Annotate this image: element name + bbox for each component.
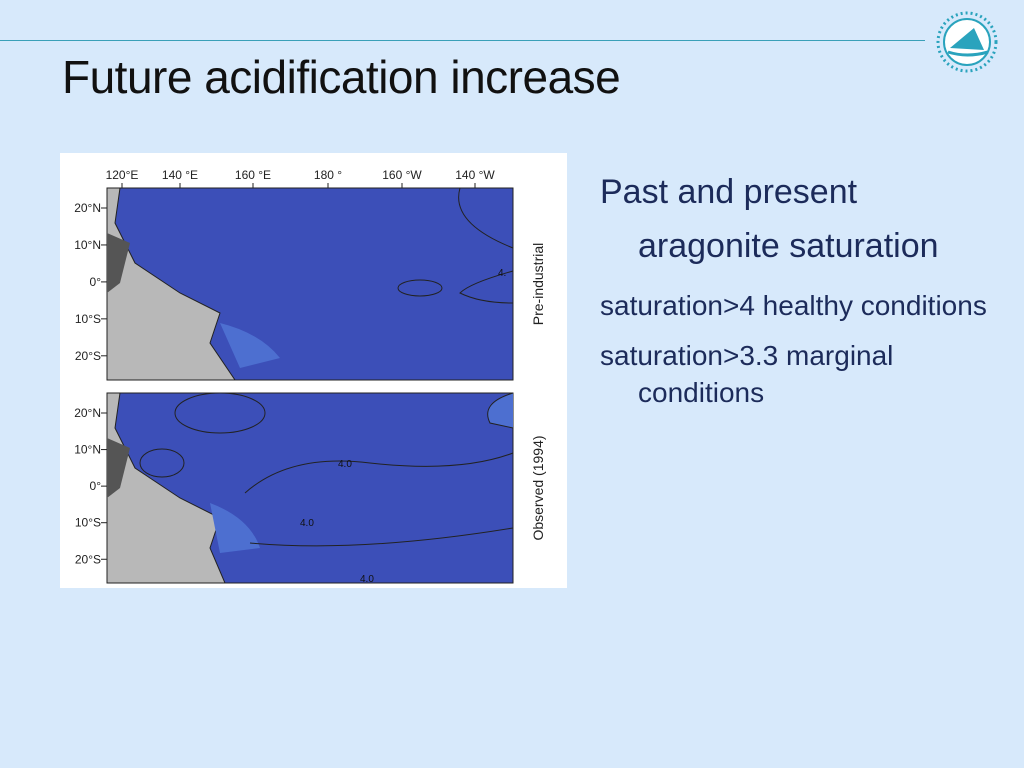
y-axis-label: 20°S (75, 349, 101, 363)
figure: 120°E 140 °E 160 °E 180 ° 160 °W 140 °W 20°N 10… (60, 153, 567, 588)
contour-label: 4.0 (338, 459, 352, 470)
contour (249, 527, 514, 547)
x-axis-label: 140 °W (455, 168, 495, 182)
contour (139, 448, 185, 478)
contour-label: 4.0 (360, 574, 374, 585)
logo-ring (936, 11, 998, 73)
x-axis-label: 160 °E (235, 168, 271, 182)
contour-region (210, 503, 260, 553)
header-rule (0, 40, 925, 41)
y-axis-label: 20°N (74, 201, 101, 215)
x-axis-label: 180 ° (314, 168, 342, 182)
panel-label: Pre-industrial (530, 243, 546, 325)
y-axis-label: 10°N (74, 443, 101, 457)
y-axis-label: 20°N (74, 406, 101, 420)
panel-bottom (106, 392, 514, 584)
contour (459, 270, 514, 304)
map-figure: 120°E 140 °E 160 °E 180 ° 160 °W 140 °W 20°N 10… (74, 168, 546, 585)
logo (936, 11, 998, 73)
land (106, 392, 226, 584)
contour (397, 279, 443, 297)
y-axis-label: 0° (90, 479, 102, 493)
contour (487, 392, 514, 429)
x-axis-label: 140 °E (162, 168, 198, 182)
y-axis-label: 10°S (75, 312, 101, 326)
bullet-list: Past and present aragonite saturation sa… (600, 165, 1000, 425)
bullet: saturation>4 healthy conditions (600, 289, 987, 321)
panel-top (106, 187, 514, 381)
land (106, 187, 236, 381)
contour (244, 452, 514, 494)
y-axis-label: 0° (90, 275, 102, 289)
logo-wave (947, 50, 989, 57)
contour-region (220, 323, 280, 368)
land-islands (107, 233, 130, 293)
y-axis-label: 10°N (74, 238, 101, 252)
y-axis-label: 20°S (75, 552, 101, 566)
contour (458, 187, 514, 249)
contour-label: 4. (498, 268, 506, 279)
y-axis-label: 10°S (75, 516, 101, 530)
x-axis-label: 120°E (106, 168, 139, 182)
bullet: Past and present aragonite saturation (600, 173, 939, 266)
slide-title: Future acidification increase (62, 51, 621, 103)
panel-label: Observed (1994) (530, 435, 546, 540)
logo-sail (950, 28, 984, 50)
contour-label: 4.0 (300, 518, 314, 529)
bullet: saturation>3.3 marginal conditions (600, 340, 894, 408)
contour (174, 392, 266, 434)
x-axis-label: 160 °W (382, 168, 422, 182)
land-islands (107, 438, 130, 498)
